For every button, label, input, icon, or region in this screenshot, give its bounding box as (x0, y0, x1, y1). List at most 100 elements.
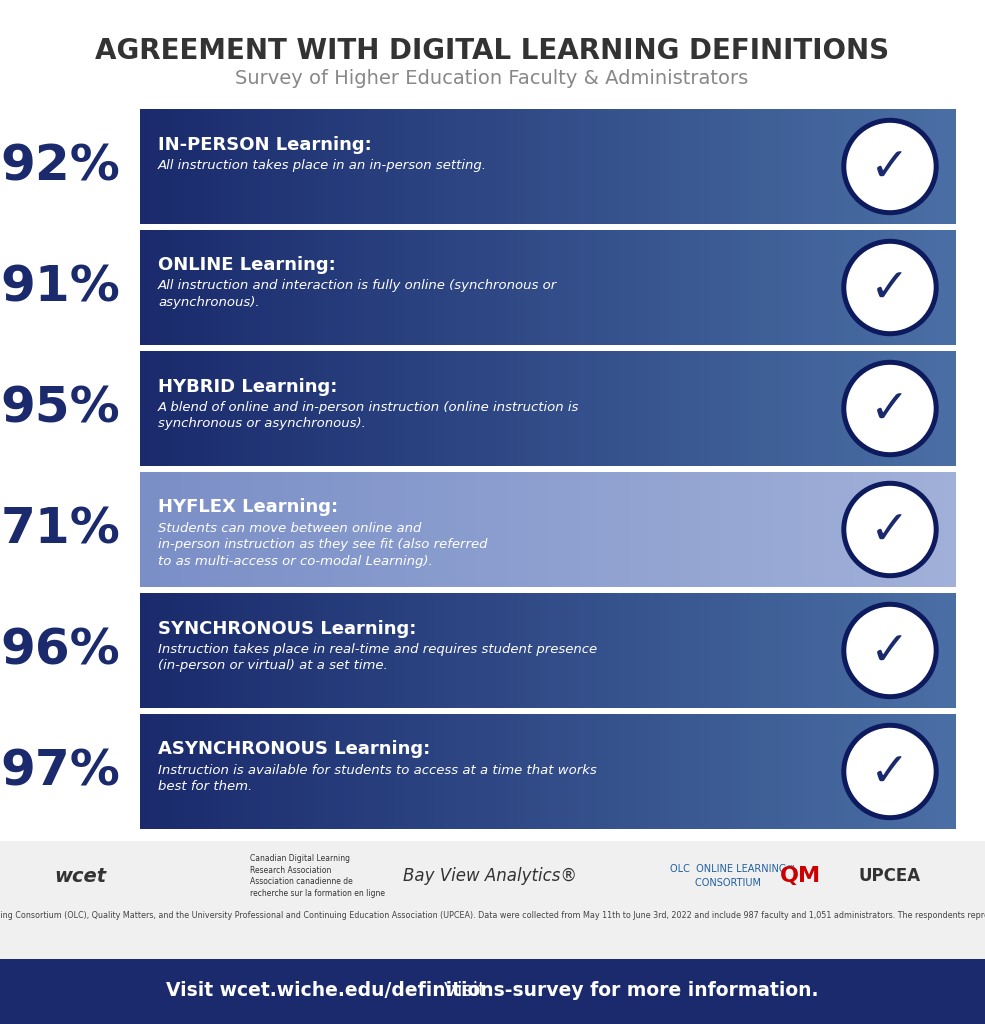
Bar (527, 109, 539, 224)
Bar (629, 351, 640, 466)
Text: AGREEMENT WITH DIGITAL LEARNING DEFINITIONS: AGREEMENT WITH DIGITAL LEARNING DEFINITI… (95, 37, 889, 65)
Bar (619, 593, 630, 708)
Bar (456, 714, 467, 829)
Bar (792, 472, 803, 587)
Bar (578, 472, 589, 587)
Bar (150, 472, 162, 587)
Bar (558, 351, 569, 466)
Bar (884, 714, 895, 829)
Bar (344, 109, 355, 224)
Bar (201, 714, 213, 829)
Bar (925, 230, 936, 345)
Bar (313, 351, 324, 466)
Bar (252, 230, 263, 345)
Bar (832, 109, 844, 224)
Bar (283, 472, 294, 587)
Bar (456, 109, 467, 224)
Bar (0, 959, 985, 1024)
Circle shape (842, 724, 938, 819)
Bar (517, 351, 528, 466)
Bar (752, 472, 762, 587)
Bar (242, 351, 253, 466)
Bar (303, 593, 314, 708)
Bar (354, 230, 365, 345)
Bar (935, 109, 946, 224)
Bar (904, 230, 915, 345)
Bar (405, 230, 416, 345)
Bar (925, 593, 936, 708)
Bar (313, 230, 324, 345)
Bar (191, 593, 202, 708)
Bar (700, 109, 711, 224)
Bar (334, 472, 345, 587)
Bar (731, 230, 742, 345)
Bar (599, 472, 610, 587)
Bar (710, 714, 722, 829)
Bar (212, 230, 223, 345)
Bar (802, 351, 814, 466)
Bar (181, 109, 192, 224)
Bar (537, 109, 549, 224)
Bar (181, 593, 192, 708)
Bar (832, 472, 844, 587)
Bar (914, 593, 926, 708)
Bar (680, 230, 691, 345)
Bar (690, 472, 701, 587)
Bar (690, 109, 701, 224)
Bar (466, 351, 477, 466)
Bar (914, 472, 926, 587)
Bar (731, 472, 742, 587)
Bar (822, 714, 833, 829)
Bar (741, 351, 753, 466)
Bar (548, 109, 558, 224)
Bar (283, 351, 294, 466)
Circle shape (847, 728, 933, 814)
Bar (161, 230, 171, 345)
Bar (629, 714, 640, 829)
Bar (761, 472, 772, 587)
Bar (609, 230, 620, 345)
Bar (537, 714, 549, 829)
Bar (222, 351, 232, 466)
Bar (558, 109, 569, 224)
Bar (874, 714, 885, 829)
Bar (619, 109, 630, 224)
Bar (222, 109, 232, 224)
Circle shape (842, 240, 938, 336)
Bar (323, 472, 335, 587)
Text: 91%: 91% (0, 263, 120, 311)
Bar (273, 472, 284, 587)
Bar (802, 230, 814, 345)
Bar (832, 230, 844, 345)
Circle shape (847, 607, 933, 693)
Bar (231, 109, 243, 224)
Bar (863, 351, 875, 466)
Bar (181, 714, 192, 829)
Bar (395, 472, 406, 587)
Text: wcet: wcet (54, 866, 106, 886)
Bar (588, 714, 600, 829)
Bar (476, 109, 488, 224)
Bar (323, 230, 335, 345)
Bar (568, 472, 579, 587)
Bar (364, 472, 375, 587)
Bar (822, 230, 833, 345)
Bar (609, 109, 620, 224)
Text: All instruction and interaction is fully online (synchronous or
asynchronous).: All instruction and interaction is fully… (158, 280, 558, 309)
Bar (222, 714, 232, 829)
Bar (945, 593, 956, 708)
Bar (599, 593, 610, 708)
Bar (537, 472, 549, 587)
Bar (558, 472, 569, 587)
Bar (170, 472, 182, 587)
Bar (395, 714, 406, 829)
Bar (191, 109, 202, 224)
Bar (201, 230, 213, 345)
Circle shape (842, 481, 938, 578)
Bar (588, 351, 600, 466)
Bar (384, 593, 396, 708)
Bar (721, 351, 732, 466)
Bar (395, 351, 406, 466)
Bar (945, 714, 956, 829)
Bar (731, 593, 742, 708)
